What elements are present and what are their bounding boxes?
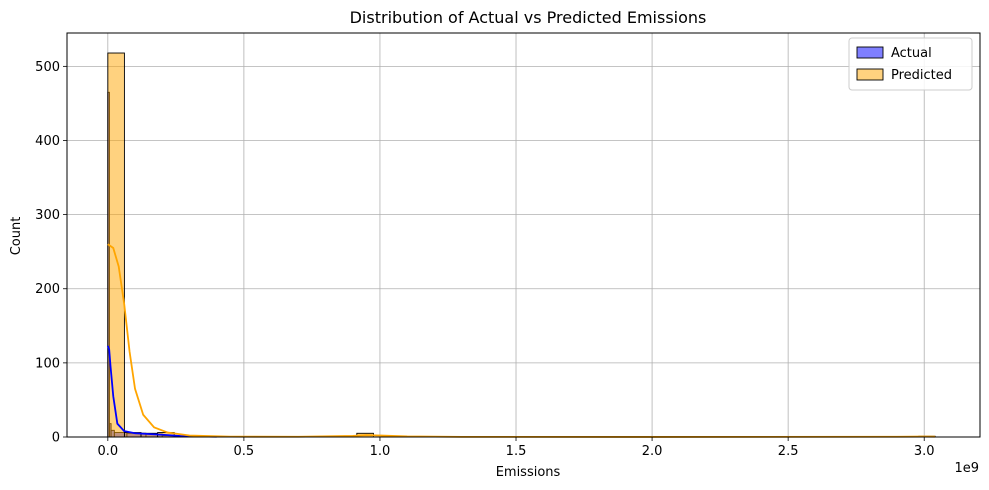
y-tick-label: 0 <box>52 431 60 446</box>
grid <box>67 33 980 438</box>
y-tick-label: 200 <box>35 282 60 297</box>
y-tick-label: 300 <box>35 208 60 223</box>
x-tick-label: 0.5 <box>234 444 255 459</box>
x-axis-offset-label: 1e9 <box>954 461 979 476</box>
legend-label-actual: Actual <box>891 46 932 61</box>
plot-frame <box>66 32 981 438</box>
y-tick-label: 500 <box>35 60 60 75</box>
x-tick-label: 2.5 <box>778 444 799 459</box>
y-axis-label: Count <box>9 217 24 256</box>
x-tick-label: 0.0 <box>97 444 118 459</box>
y-tick-label: 100 <box>35 356 60 371</box>
x-tick-label: 2.0 <box>642 444 663 459</box>
y-axis-ticks: 0 100 200 300 400 500 <box>35 60 67 446</box>
y-tick-label: 400 <box>35 134 60 149</box>
kde-line-actual <box>106 345 217 438</box>
x-tick-label: 3.0 <box>914 444 935 459</box>
x-axis-label: Emissions <box>496 465 561 480</box>
x-axis-ticks: 0.0 0.5 1.0 1.5 2.0 2.5 3.0 <box>97 437 935 459</box>
legend-swatch-predicted <box>856 68 884 81</box>
legend-label-predicted: Predicted <box>891 68 952 83</box>
x-tick-label: 1.0 <box>370 444 391 459</box>
legend-swatch-actual <box>856 46 884 59</box>
legend: Actual Predicted <box>848 37 973 91</box>
x-tick-label: 1.5 <box>506 444 527 459</box>
chart-title: Distribution of Actual vs Predicted Emis… <box>350 8 707 27</box>
